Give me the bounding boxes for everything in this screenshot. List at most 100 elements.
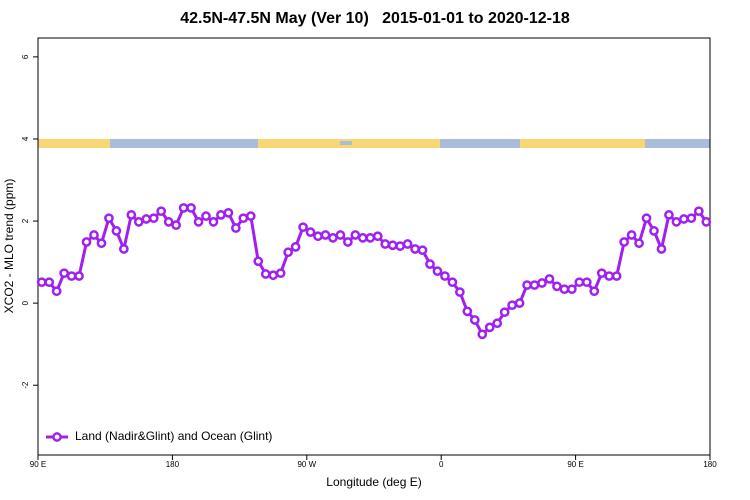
- data-point: [201, 211, 211, 221]
- data-point: [178, 203, 189, 213]
- data-point: [328, 233, 338, 243]
- y-tick-label: 2: [21, 218, 30, 223]
- data-point: [619, 237, 629, 247]
- data-point: [581, 277, 592, 288]
- data-point: [163, 217, 174, 227]
- data-point: [231, 223, 241, 233]
- data-point: [447, 277, 458, 288]
- data-point: [357, 233, 368, 243]
- ocean-band: [340, 141, 352, 145]
- data-point: [686, 213, 697, 224]
- data-point: [432, 266, 443, 276]
- x-tick-label: 180: [703, 460, 717, 469]
- y-tick-label: 0: [21, 300, 30, 305]
- land-ocean-strip: [38, 139, 710, 148]
- data-point: [133, 217, 144, 227]
- data-point: [119, 244, 129, 254]
- data-point: [641, 213, 652, 224]
- data-point: [36, 277, 47, 288]
- x-tick-label: 90 W: [297, 460, 316, 469]
- data-point: [245, 211, 256, 221]
- land-band: [520, 139, 645, 148]
- chart-title: 42.5N-47.5N May (Ver 10) 2015-01-01 to 2…: [180, 10, 570, 27]
- data-point: [305, 227, 316, 237]
- data-point: [111, 226, 122, 236]
- data-point: [499, 307, 510, 318]
- data-point: [544, 274, 555, 284]
- land-band: [38, 139, 110, 148]
- data-point: [567, 284, 577, 295]
- data-point: [402, 239, 413, 249]
- data-point: [275, 268, 286, 279]
- data-point: [604, 271, 615, 281]
- data-point: [253, 256, 264, 267]
- data-point: [492, 318, 503, 329]
- ocean-band: [480, 141, 502, 146]
- data-point: [649, 226, 659, 236]
- data-point: [223, 207, 234, 218]
- data-point: [656, 244, 667, 254]
- data-point: [44, 277, 55, 288]
- data-point: [238, 213, 249, 224]
- data-point: [395, 241, 405, 251]
- x-tick-label: 90 E: [30, 460, 46, 469]
- y-tick-label: 6: [21, 54, 30, 59]
- data-point: [66, 271, 77, 281]
- legend-marker: [52, 432, 62, 442]
- data-point: [507, 300, 517, 311]
- data-point: [679, 214, 689, 224]
- data-point: [514, 298, 525, 308]
- series-line: [41, 206, 708, 337]
- data-point: [51, 286, 62, 297]
- data-point: [380, 239, 391, 249]
- data-point: [589, 286, 600, 297]
- data-point: [372, 231, 383, 242]
- data-point: [596, 268, 607, 279]
- data-point: [425, 259, 435, 269]
- data-point: [462, 306, 473, 317]
- data-point: [268, 270, 279, 281]
- data-point: [484, 322, 495, 333]
- data-point: [216, 210, 226, 220]
- data-point: [343, 237, 353, 247]
- data-point: [611, 271, 622, 281]
- data-point: [574, 277, 585, 288]
- data-point: [455, 287, 465, 297]
- x-tick-label: 180: [166, 460, 180, 469]
- data-point: [701, 217, 712, 227]
- data-point: [335, 230, 346, 240]
- data-point: [298, 222, 308, 233]
- data-point: [522, 280, 532, 290]
- data-point: [59, 268, 69, 279]
- data-point: [387, 240, 398, 251]
- data-point: [96, 238, 107, 249]
- x-axis-label: Longitude (deg E): [326, 475, 421, 489]
- data-point: [529, 280, 540, 290]
- data-point: [171, 220, 181, 231]
- data-point: [537, 278, 547, 288]
- data-point: [260, 269, 271, 279]
- data-point: [141, 214, 152, 224]
- data-point: [193, 217, 204, 227]
- data-point: [81, 237, 92, 247]
- x-tick-label: 90 E: [567, 460, 583, 469]
- data-point: [664, 210, 674, 220]
- data-point: [477, 329, 488, 340]
- data-point: [283, 247, 293, 258]
- data-point: [417, 245, 428, 256]
- data-point: [410, 244, 420, 254]
- data-point: [313, 231, 323, 242]
- legend-label: Land (Nadir&Glint) and Ocean (Glint): [75, 429, 272, 443]
- data-point: [74, 271, 84, 281]
- data-point: [671, 217, 682, 227]
- data-point: [104, 213, 114, 224]
- data-point: [469, 315, 480, 325]
- data-point: [126, 210, 137, 220]
- x-tick-label: 0: [439, 460, 444, 469]
- data-point: [208, 217, 219, 227]
- data-point: [89, 230, 99, 240]
- data-point: [440, 271, 450, 281]
- data-point: [290, 242, 301, 252]
- data-point: [148, 213, 159, 224]
